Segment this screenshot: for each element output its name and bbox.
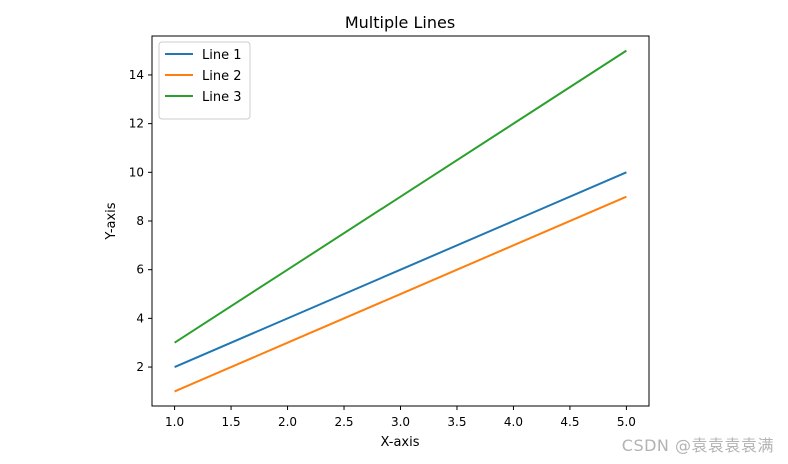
chart-title: Multiple Lines	[345, 13, 455, 32]
legend-label: Line 1	[202, 48, 242, 63]
series-lines	[174, 49, 627, 393]
legend-box	[158, 41, 251, 120]
y-tick-label: 4	[136, 311, 144, 325]
x-axis-ticks: 1.0 1.5 2.0 2.5 3.0 3.5 4.0 4.5 5.0	[165, 406, 636, 429]
y-tick-label: 8	[136, 214, 144, 228]
x-axis-label: X-axis	[381, 435, 420, 450]
y-axis-ticks: 2 4 6 8 10 12 14	[129, 68, 152, 374]
x-tick-label: 1.5	[222, 415, 241, 429]
legend-label: Line 3	[202, 90, 242, 105]
legend-label: Line 2	[202, 69, 242, 84]
x-tick-label: 5.0	[617, 415, 636, 429]
y-tick-label: 12	[129, 117, 144, 131]
x-tick-label: 3.5	[447, 415, 466, 429]
y-tick-label: 14	[129, 68, 144, 82]
y-tick-label: 10	[129, 165, 144, 179]
legend: Line 1 Line 2 Line 3	[158, 41, 251, 120]
series-line-2	[174, 195, 627, 393]
x-tick-label: 2.0	[278, 415, 297, 429]
x-tick-label: 4.5	[560, 415, 579, 429]
x-tick-label: 4.0	[504, 415, 523, 429]
series-line-1	[174, 171, 627, 368]
x-tick-label: 3.0	[391, 415, 410, 429]
x-tick-label: 2.5	[334, 415, 353, 429]
y-tick-label: 6	[136, 263, 144, 277]
series-line-3	[174, 49, 627, 344]
x-tick-label: 1.0	[165, 415, 184, 429]
y-axis-label: Y-axis	[104, 202, 119, 240]
y-tick-label: 2	[136, 360, 144, 374]
watermark: CSDN @袁袁袁袁满	[621, 436, 774, 455]
